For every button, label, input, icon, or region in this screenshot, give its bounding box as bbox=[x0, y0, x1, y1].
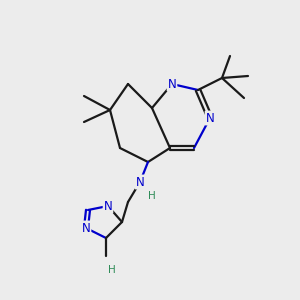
Text: N: N bbox=[103, 200, 112, 212]
Text: N: N bbox=[168, 77, 176, 91]
Text: H: H bbox=[148, 191, 156, 201]
Text: N: N bbox=[206, 112, 214, 124]
Text: N: N bbox=[82, 221, 90, 235]
Text: N: N bbox=[136, 176, 144, 188]
Text: H: H bbox=[108, 265, 116, 275]
